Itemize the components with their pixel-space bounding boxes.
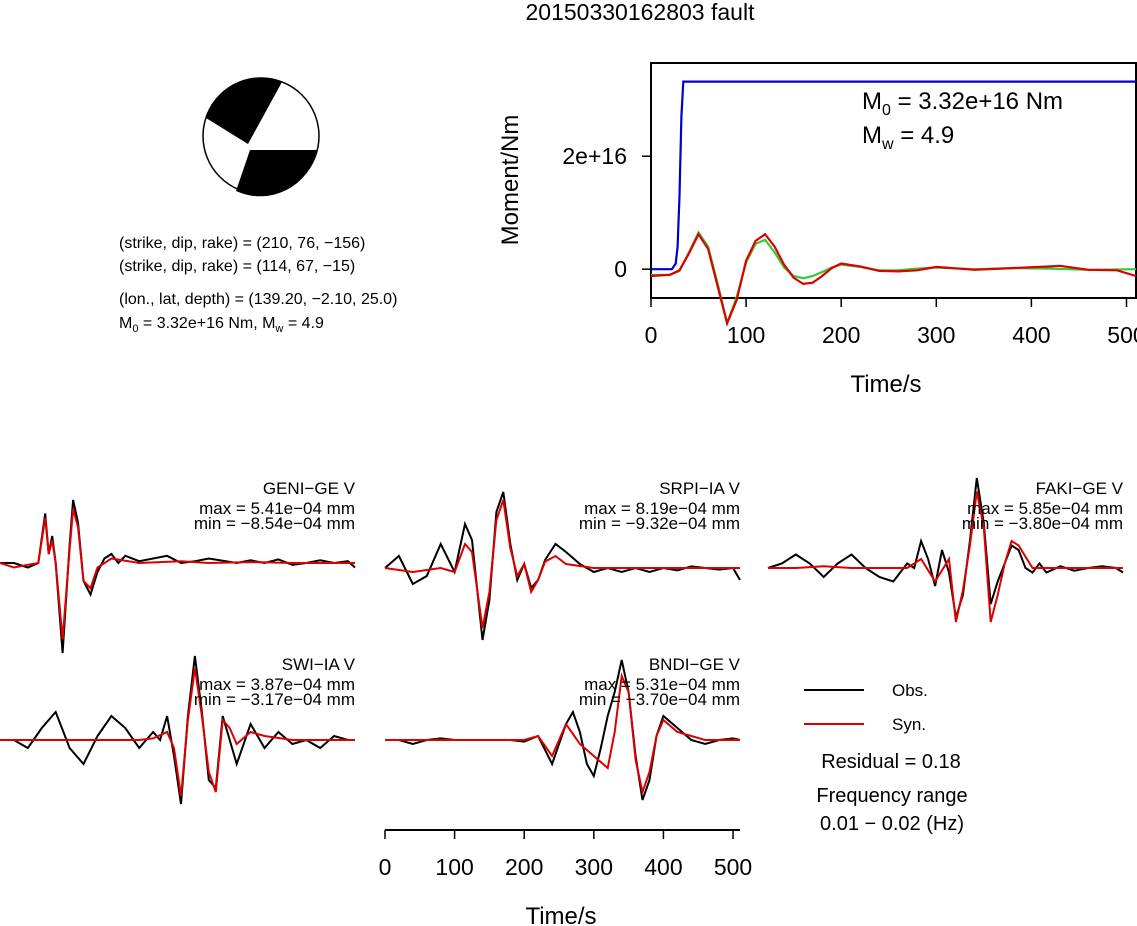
moment-series-rate_red	[650, 231, 1137, 327]
moment-y-tick-label: 0	[614, 256, 627, 282]
station-name: FAKI−GE V	[1036, 479, 1124, 498]
station-name: GENI−GE V	[263, 479, 356, 498]
station-name: BNDI−GE V	[649, 655, 741, 674]
moment-line: M0 = 3.32e+16 Nm, Mw = 4.9	[119, 315, 324, 335]
frequency-range-value: 0.01 − 0.02 (Hz)	[820, 813, 964, 835]
legend-syn-label: Syn.	[892, 715, 926, 734]
location-line: (lon., lat, depth) = (139.20, −2.10, 25.…	[119, 291, 397, 308]
station-synthetic-trace	[0, 667, 355, 797]
moment-x-tick-label: 0	[645, 322, 658, 348]
station-synthetic-trace	[0, 508, 355, 640]
moment-x-tick-label: 100	[727, 322, 765, 348]
waveform-x-tick-label: 0	[379, 854, 392, 880]
station-name: SRPI−IA V	[659, 479, 740, 498]
station-min: min = −3.80e−04 mm	[962, 514, 1123, 533]
waveform-legend: Obs. Syn. Residual = 0.18 Frequency rang…	[804, 681, 968, 835]
moment-series-group	[650, 80, 1137, 327]
waveform-x-tick-label: 500	[714, 854, 752, 880]
station-max: max = 5.31e−04 mm	[584, 675, 740, 694]
waveform-x-axis: 0 100 200 300 400 500	[379, 829, 752, 880]
station-synthetic-trace	[385, 672, 740, 796]
moment-y-label: Moment/Nm	[497, 115, 524, 246]
moment-plot: 0 100 200 300 400 500 0 2e+16 Time/s Moment/Nm…	[497, 62, 1137, 398]
station-synthetic-trace	[768, 491, 1123, 623]
moment-m0-annotation: M0 = 3.32e+16 Nm	[862, 88, 1063, 119]
moment-mw-annotation: Mw = 4.9	[862, 122, 954, 153]
station-max: max = 3.87e−04 mm	[199, 675, 355, 694]
frequency-range-label: Frequency range	[816, 785, 967, 807]
figure-title: 20150330162803 fault	[526, 0, 756, 25]
beachball-compressional-north	[206, 78, 282, 144]
moment-x-label: Time/s	[850, 371, 921, 398]
station-min: min = −8.54e−04 mm	[194, 514, 355, 533]
station-min: min = −3.17e−04 mm	[194, 690, 355, 709]
beachball	[202, 77, 320, 197]
nodal-plane-2: (strike, dip, rake) = (114, 67, −15)	[119, 258, 355, 275]
moment-plot-frame	[650, 62, 1137, 299]
station-max: max = 5.41e−04 mm	[199, 499, 355, 518]
residual-text: Residual = 0.18	[821, 751, 961, 773]
beachball-compressional-south	[236, 150, 317, 197]
waveform-x-tick-label: 200	[505, 854, 543, 880]
station-name: SWI−IA V	[282, 655, 356, 674]
waveform-x-tick-label: 300	[575, 854, 613, 880]
legend-obs-label: Obs.	[892, 681, 928, 700]
moment-series-cumulative	[651, 80, 1136, 271]
nodal-plane-1: (strike, dip, rake) = (210, 76, −156)	[119, 235, 365, 252]
station-synthetic-trace	[384, 499, 740, 629]
moment-x-axis: 0 100 200 300 400 500	[645, 298, 1137, 348]
waveform-x-tick-label: 100	[435, 854, 473, 880]
moment-y-axis: 0 2e+16	[562, 143, 1137, 282]
waveform-x-label: Time/s	[525, 903, 596, 926]
station-max: max = 5.85e−04 mm	[967, 499, 1123, 518]
moment-x-tick-label: 200	[822, 322, 860, 348]
moment-x-tick-label: 500	[1107, 322, 1137, 348]
moment-x-tick-label: 400	[1012, 322, 1050, 348]
station-max: max = 8.19e−04 mm	[584, 499, 740, 518]
mechanism-info: (strike, dip, rake) = (210, 76, −156) (s…	[119, 235, 397, 335]
moment-y-tick-label: 2e+16	[562, 143, 627, 169]
waveform-x-tick-label: 400	[644, 854, 682, 880]
station-min: min = −3.70e−04 mm	[579, 690, 740, 709]
station-min: min = −9.32e−04 mm	[579, 514, 740, 533]
moment-x-tick-label: 300	[917, 322, 955, 348]
